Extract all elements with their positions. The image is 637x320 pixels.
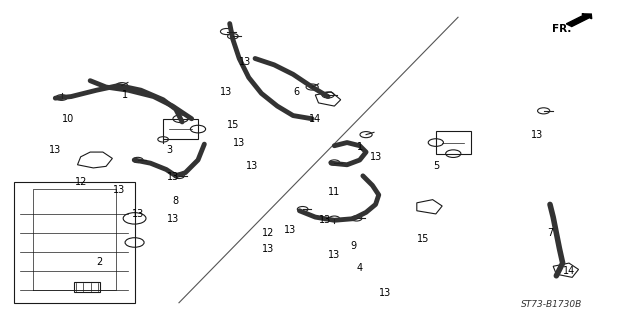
Text: 13: 13 (531, 130, 543, 140)
Text: 13: 13 (132, 209, 144, 219)
Bar (436, 132, 471, 154)
Text: 8: 8 (173, 196, 179, 206)
Text: 12: 12 (262, 228, 274, 238)
Text: 14: 14 (309, 114, 322, 124)
Text: 5: 5 (433, 161, 439, 171)
Text: 13: 13 (166, 214, 179, 224)
Text: 13: 13 (262, 244, 274, 254)
Text: 13: 13 (220, 87, 233, 97)
Text: 13: 13 (284, 225, 296, 235)
Text: 2: 2 (97, 257, 103, 267)
Text: 9: 9 (350, 241, 357, 251)
Text: 11: 11 (328, 187, 341, 197)
Text: 1: 1 (122, 90, 128, 100)
Text: 13: 13 (369, 152, 382, 162)
Text: FR.: FR. (552, 24, 571, 34)
Text: ST73-B1730B: ST73-B1730B (522, 300, 583, 309)
Bar (163, 119, 198, 140)
Text: 10: 10 (62, 114, 74, 124)
Text: 13: 13 (318, 215, 331, 225)
FancyArrow shape (566, 14, 592, 27)
Text: 13: 13 (379, 288, 391, 298)
Text: 15: 15 (417, 234, 429, 244)
Text: 14: 14 (563, 266, 575, 276)
Text: 13: 13 (113, 185, 125, 195)
Text: 12: 12 (75, 177, 87, 187)
Text: 15: 15 (227, 120, 239, 130)
Text: 13: 13 (233, 138, 245, 148)
Text: 3: 3 (166, 146, 173, 156)
Text: 13: 13 (240, 57, 252, 67)
Text: 1: 1 (357, 142, 363, 152)
Text: 4: 4 (357, 263, 363, 273)
Text: 13: 13 (49, 146, 61, 156)
Text: 13: 13 (166, 172, 179, 182)
Text: 7: 7 (547, 228, 553, 238)
Text: 13: 13 (328, 250, 341, 260)
Text: 6: 6 (293, 87, 299, 97)
Text: 13: 13 (246, 161, 258, 171)
